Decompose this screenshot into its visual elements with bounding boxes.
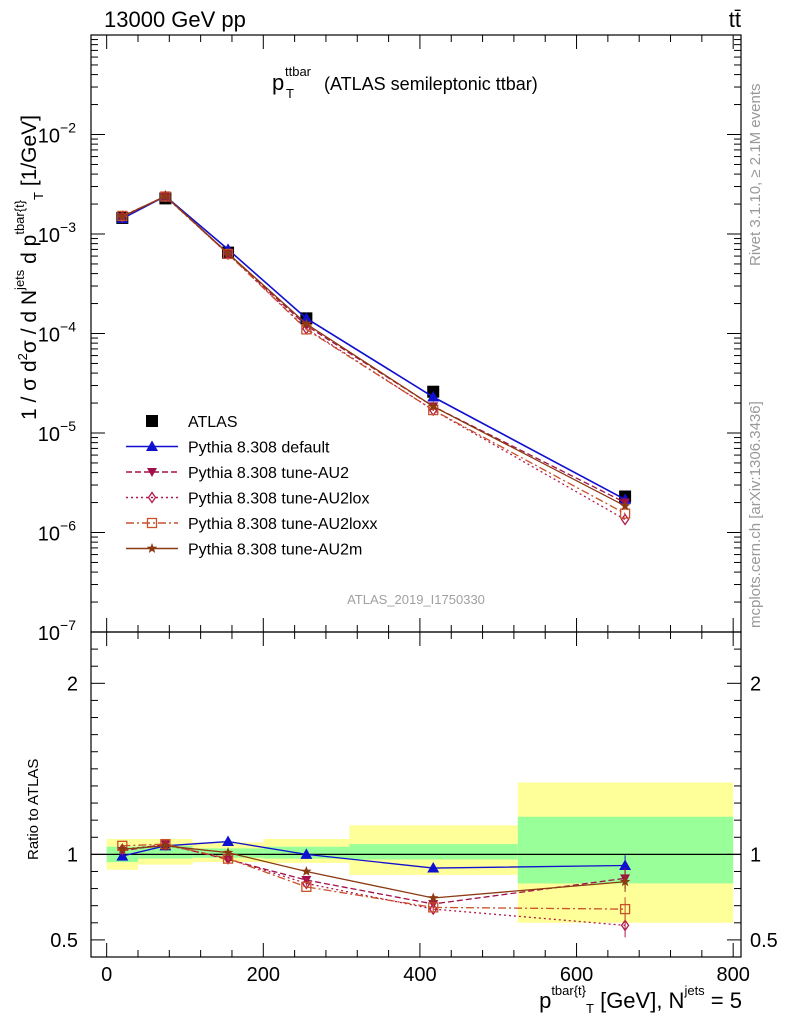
- ratio-point: [619, 903, 631, 915]
- legend-label: Pythia 8.308 tune-AU2: [188, 465, 349, 482]
- ratio-point: [301, 876, 312, 886]
- x-tick-label: 800: [716, 964, 749, 986]
- legend-marker: [146, 543, 158, 553]
- legend-label: Pythia 8.308 tune-AU2loxx: [188, 516, 377, 533]
- ratio-series-pythia-8-308-tune-au2m: [117, 840, 631, 903]
- y-tick-label: 10−3: [38, 219, 76, 247]
- data-point: [427, 391, 440, 402]
- data-point: [428, 400, 439, 411]
- process-label: tt̄: [729, 7, 741, 32]
- x-tick-label: 600: [560, 964, 593, 986]
- ratio-y-tick-label: 0.5: [50, 930, 78, 952]
- axis-ticks: 10−710−610−510−410−310−20 200 400 600 8000.5…: [38, 34, 778, 986]
- ratio-line: [122, 845, 626, 899]
- series-pythia-8-308-default: [116, 190, 632, 504]
- legend-entry: ATLAS: [146, 414, 238, 431]
- ratio-y-tick-label: 1: [67, 844, 78, 866]
- ratio-y-tick-label: 2: [67, 673, 78, 695]
- ratio-band-inner: [349, 844, 518, 860]
- ratio-y-label: Ratio to ATLAS: [25, 759, 42, 860]
- ratio-point: [160, 840, 171, 851]
- ratio-y-tick-label-right: 2: [750, 673, 761, 695]
- legend-entry: Pythia 8.308 tune-AU2lox: [126, 491, 369, 508]
- legend-label: Pythia 8.308 tune-AU2m: [188, 542, 362, 559]
- title-sub: T: [286, 86, 294, 101]
- legend-marker: [146, 517, 158, 529]
- rivet-label: Rivet 3.1.10, ≥ 2.1M events: [747, 84, 764, 267]
- title-sup: ttbar: [285, 64, 312, 79]
- svg-text:ptbar{t}T [GeV], Njets = 5: ptbar{t}T [GeV], Njets = 5: [539, 983, 742, 1016]
- legend-entry: Pythia 8.308 default: [126, 440, 330, 457]
- main-plot-area: [116, 190, 632, 526]
- legend: ATLAS Pythia 8.308 default Pythia 8.308 tu…: [126, 414, 377, 559]
- ratio-point: [161, 838, 170, 852]
- series-line: [122, 195, 626, 521]
- data-point: [619, 500, 631, 511]
- ratio-point: [428, 892, 439, 903]
- legend-marker: [147, 491, 157, 504]
- data-point: [160, 190, 171, 201]
- legend-marker: [146, 440, 158, 451]
- series-line: [122, 195, 626, 507]
- y-tick-label: 10−2: [38, 120, 76, 148]
- ratio-point: [117, 843, 128, 854]
- legend-entry: Pythia 8.308 tune-AU2: [126, 465, 349, 482]
- y-tick-label: 10−7: [38, 617, 76, 645]
- ratio-series-pythia-8-308-default: [116, 835, 632, 876]
- ratio-point: [619, 876, 631, 887]
- data-point: [301, 318, 312, 329]
- legend-entry: Pythia 8.308 tune-AU2m: [126, 542, 362, 559]
- analysis-watermark: ATLAS_2019_I1750330: [347, 592, 485, 607]
- series-pythia-8-308-tune-au2m: [117, 190, 631, 511]
- ratio-line: [122, 844, 626, 927]
- x-tick-label: 400: [403, 964, 436, 986]
- y-tick-label: 10−4: [38, 319, 76, 347]
- legend-label: ATLAS: [188, 414, 238, 431]
- y-tick-label: 10−6: [38, 518, 76, 546]
- data-point: [117, 210, 128, 221]
- legend-marker: [147, 468, 157, 477]
- ratio-y-tick-label-right: 1: [750, 844, 761, 866]
- ratio-line: [122, 843, 626, 910]
- x-tick-label: 200: [247, 964, 280, 986]
- ratio-plot-area: [91, 835, 741, 938]
- title-main: p: [272, 70, 284, 95]
- y-tick-label: 10−5: [38, 418, 76, 446]
- legend-marker: [146, 415, 158, 427]
- data-point: [620, 513, 630, 526]
- ratio-point: [222, 847, 234, 858]
- series-line: [122, 195, 626, 504]
- ratio-uncertainty-bands: [106, 782, 734, 923]
- data-point: [619, 508, 631, 519]
- ratio-line: [122, 840, 626, 869]
- ratio-point: [301, 881, 312, 893]
- ratio-point: [428, 902, 439, 913]
- ratio-y-tick-label-right: 0.5: [750, 930, 778, 952]
- ratio-point: [427, 862, 440, 873]
- mcplots-label: mcplots.cern.ch [arXiv:1306.3436]: [747, 401, 764, 628]
- svg-text:1 / σ d2σ / d Njets d ptbar{t}: 1 / σ d2σ / d Njets d ptbar{t}T [1/GeV]: [12, 115, 46, 420]
- title-rest: (ATLAS semileptonic ttbar): [324, 74, 538, 94]
- x-tick-label: 0: [101, 964, 112, 986]
- ratio-point: [300, 848, 313, 859]
- ratio-point: [620, 919, 630, 932]
- legend-label: Pythia 8.308 default: [188, 440, 330, 457]
- ratio-point: [222, 835, 235, 847]
- data-point: [222, 247, 234, 258]
- data-point: [300, 312, 313, 323]
- plot-title: p ttbar T (ATLAS semileptonic ttbar): [272, 64, 538, 101]
- x-axis-label: ptbar{t}T [GeV], Njets = 5: [539, 983, 742, 1016]
- ratio-point: [619, 859, 632, 870]
- legend-entry: Pythia 8.308 tune-AU2loxx: [126, 516, 377, 533]
- ratio-point: [301, 865, 312, 876]
- ratio-frame: [90, 631, 742, 958]
- energy-label: 13000 GeV pp: [104, 7, 246, 32]
- y-axis-label: 1 / σ d2σ / d Njets d ptbar{t}T [1/GeV]: [12, 115, 46, 420]
- legend-label: Pythia 8.308 tune-AU2lox: [188, 491, 369, 508]
